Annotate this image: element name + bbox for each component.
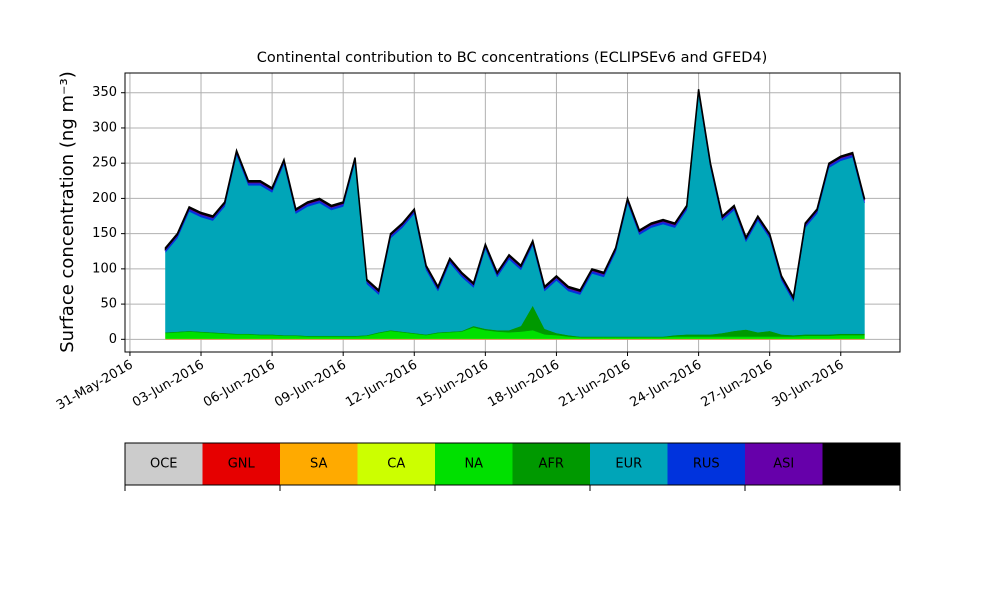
- legend-label: CA: [387, 457, 405, 472]
- x-tick-label: 18-Jun-2016: [485, 358, 562, 411]
- legend-swatch: [435, 443, 513, 485]
- area: [164, 89, 866, 301]
- y-tick-label: 200: [92, 191, 117, 206]
- legend-swatch: [745, 443, 823, 485]
- legend-swatch: [822, 443, 900, 485]
- legend-swatch: [590, 443, 668, 485]
- legend-swatch: [125, 443, 203, 485]
- legend-label: AUS: [848, 457, 875, 472]
- legend-label: GNL: [228, 457, 256, 472]
- y-tick-label: 350: [92, 85, 117, 100]
- x-tick-label: 15-Jun-2016: [414, 358, 491, 411]
- y-tick-label: 100: [92, 261, 117, 276]
- x-tick-label: 09-Jun-2016: [272, 358, 349, 411]
- legend-swatch: [202, 443, 280, 485]
- legend-label: NA: [464, 457, 483, 472]
- plot-frame: [124, 72, 901, 353]
- y-tick-label: 250: [92, 156, 117, 171]
- legend-label: AFR: [539, 457, 564, 472]
- x-tick-label: 12-Jun-2016: [343, 358, 420, 411]
- legend-label: EUR: [615, 457, 642, 472]
- x-tick-label: 03-Jun-2016: [130, 358, 207, 411]
- y-tick-label: 150: [92, 226, 117, 241]
- legend-swatch: [357, 443, 435, 485]
- legend-frame: [124, 442, 901, 486]
- legend-swatch: [512, 443, 590, 485]
- x-tick-label: 31-May-2016: [54, 358, 136, 414]
- legend-label: ASI: [773, 457, 794, 472]
- x-tick-label: 24-Jun-2016: [628, 358, 705, 411]
- legend-label: SA: [310, 457, 327, 472]
- legend-swatch: [667, 443, 745, 485]
- legend-label: OCE: [150, 457, 178, 472]
- y-tick-label: 50: [100, 297, 117, 312]
- x-tick-label: 21-Jun-2016: [556, 358, 633, 411]
- chart-title: Continental contribution to BC concentra…: [257, 50, 768, 66]
- y-tick-label: 300: [92, 120, 117, 135]
- legend-label: RUS: [693, 457, 720, 472]
- x-tick-label: 30-Jun-2016: [770, 358, 847, 411]
- area: [165, 93, 865, 337]
- x-tick-label: 27-Jun-2016: [699, 358, 776, 411]
- y-tick-label: 0: [109, 332, 117, 347]
- x-tick-label: 06-Jun-2016: [201, 358, 278, 411]
- y-axis-label: Surface concentration (ng m⁻³): [57, 71, 78, 353]
- legend-swatch: [280, 443, 358, 485]
